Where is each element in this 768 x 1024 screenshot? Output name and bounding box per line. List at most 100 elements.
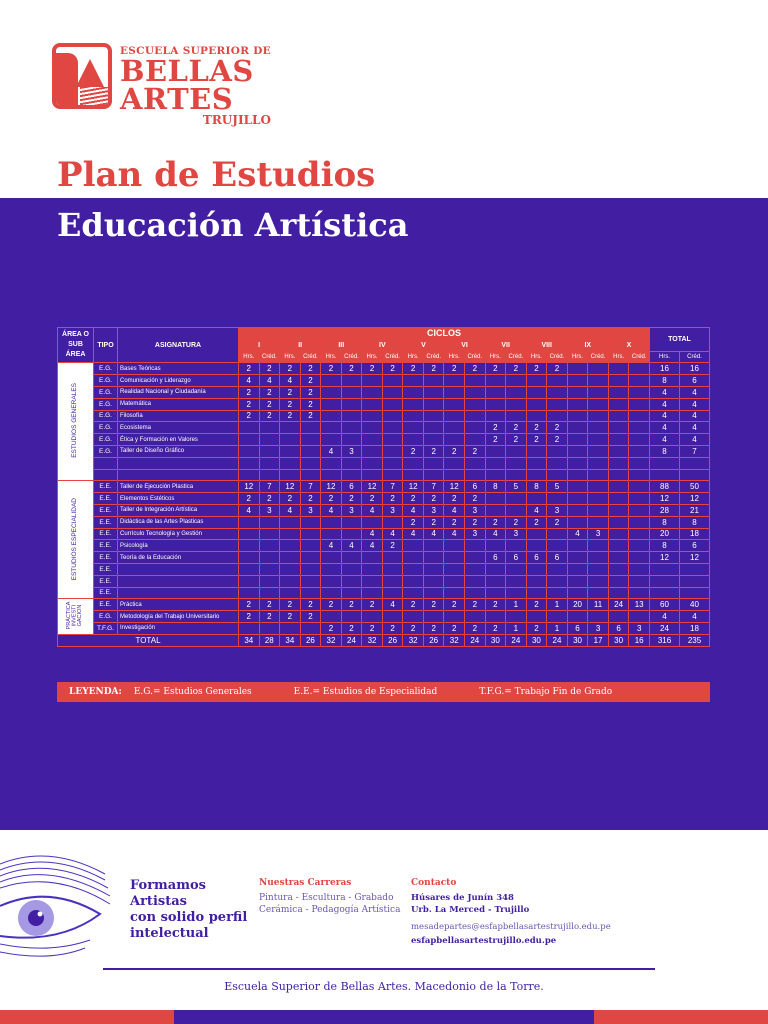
cell-value: 2 bbox=[422, 515, 445, 529]
main-panel: Educación Artística ÁREA O SUB ÁREA TIPO A… bbox=[0, 198, 768, 830]
cell-value bbox=[628, 433, 650, 446]
header-cycle: IX bbox=[566, 338, 609, 352]
cell-value: 2 bbox=[525, 515, 548, 529]
cell-value bbox=[464, 409, 486, 423]
cell-value: 3 bbox=[587, 527, 609, 541]
header-hrs: Hrs. bbox=[566, 350, 589, 364]
header-hrs: Hrs. bbox=[525, 350, 548, 364]
area-estudios-especialidad: ESTUDIOS ESPECIALIDAD bbox=[57, 480, 94, 600]
cell-value bbox=[546, 610, 568, 623]
cell-tipo: E.G. bbox=[93, 374, 118, 387]
header-hrs: Hrs. bbox=[484, 350, 507, 364]
cell-value: 2 bbox=[299, 397, 322, 411]
cell-value bbox=[607, 539, 630, 553]
header-cred: Créd. bbox=[258, 350, 281, 364]
cell-value bbox=[402, 421, 424, 435]
cell-value bbox=[381, 385, 404, 399]
cell-value: 2 bbox=[320, 492, 342, 505]
header-tipo: TIPO bbox=[93, 326, 118, 364]
cell-total-cred: 18 bbox=[679, 527, 710, 541]
cell-value: 2 bbox=[299, 385, 322, 399]
cell-value bbox=[587, 503, 609, 517]
cell-value bbox=[361, 551, 383, 564]
cell-value bbox=[566, 409, 589, 423]
cell-total-cred: 4 bbox=[679, 421, 710, 435]
cell-value bbox=[566, 362, 589, 376]
cell-value bbox=[402, 397, 424, 411]
total-value: 24 bbox=[464, 633, 486, 647]
school-logo: ESCUELA SUPERIOR DE BELLAS ARTES TRUJILL… bbox=[52, 43, 271, 127]
cell-value bbox=[484, 492, 507, 505]
cell-value bbox=[566, 421, 589, 435]
cell-value bbox=[320, 574, 342, 588]
cell-value bbox=[443, 421, 466, 435]
cell-asignatura: Ecosistema bbox=[117, 421, 239, 435]
cell-value: 2 bbox=[505, 362, 527, 376]
cell-asignatura: Metodología del Trabajo Universitario bbox=[117, 610, 239, 623]
cell-value: 2 bbox=[279, 409, 301, 423]
cell-value bbox=[566, 515, 589, 529]
total-value: 24 bbox=[340, 633, 363, 647]
cell-value bbox=[422, 610, 445, 623]
table-row: E.E. Psicología 4 4 4 2 8 6 bbox=[58, 539, 710, 553]
cell-value bbox=[505, 539, 527, 553]
cell-value bbox=[587, 374, 609, 387]
cell-value bbox=[525, 385, 548, 399]
cell-value: 4 bbox=[566, 527, 589, 541]
cell-value bbox=[361, 586, 383, 600]
cell-value bbox=[566, 574, 589, 588]
cell-value bbox=[361, 515, 383, 529]
cell-value bbox=[443, 385, 466, 399]
header-cred: Créd. bbox=[464, 350, 486, 364]
cell-value bbox=[484, 456, 507, 470]
cell-asignatura: Teoría de la Educación bbox=[117, 551, 239, 564]
cell-value: 2 bbox=[238, 610, 260, 623]
legend-item-ee: E.E.= Estudios de Especialidad bbox=[293, 687, 438, 697]
cell-total-hrs: 8 bbox=[649, 374, 680, 387]
cell-value bbox=[320, 385, 342, 399]
cell-value: 2 bbox=[422, 492, 445, 505]
cell-value bbox=[299, 574, 322, 588]
cell-value: 4 bbox=[320, 444, 342, 458]
cell-tipo: E.G. bbox=[93, 385, 118, 399]
cell-value bbox=[320, 397, 342, 411]
cell-value: 2 bbox=[381, 539, 404, 553]
cell-value bbox=[607, 421, 630, 435]
table-row: E.E. bbox=[58, 586, 710, 600]
cell-value: 1 bbox=[546, 621, 568, 635]
cell-value: 2 bbox=[340, 492, 363, 505]
table-row: E.E. Elementos Estéticos 2 2 2 2 2 2 2 2 2 2 2 2 12 12 bbox=[58, 492, 710, 505]
cell-value bbox=[607, 574, 630, 588]
cell-value bbox=[422, 433, 445, 446]
cell-value bbox=[546, 574, 568, 588]
cell-asignatura bbox=[117, 586, 239, 600]
cell-value bbox=[484, 610, 507, 623]
cell-value: 4 bbox=[361, 527, 383, 541]
cell-value: 2 bbox=[402, 515, 424, 529]
email-link[interactable]: mesadepartes@esfapbellasartestrujillo.ed… bbox=[411, 922, 611, 932]
cell-value bbox=[607, 480, 630, 494]
cell-value bbox=[340, 374, 363, 387]
cell-tipo: E.E. bbox=[93, 551, 118, 564]
cell-value bbox=[258, 586, 281, 600]
cell-value: 11 bbox=[587, 598, 609, 612]
logo-line-4: TRUJILLO bbox=[202, 113, 271, 127]
page-subtitle: Educación Artística bbox=[57, 206, 409, 244]
cell-value: 2 bbox=[484, 421, 507, 435]
cell-total-hrs: 8 bbox=[649, 515, 680, 529]
cell-value: 3 bbox=[340, 503, 363, 517]
cell-value bbox=[628, 409, 650, 423]
cell-value bbox=[238, 574, 260, 588]
cell-total-hrs: 88 bbox=[649, 480, 680, 494]
cell-value bbox=[484, 444, 507, 458]
website-link[interactable]: esfapbellasartestrujillo.edu.pe bbox=[411, 936, 557, 946]
cell-value bbox=[607, 362, 630, 376]
cell-value bbox=[381, 397, 404, 411]
cell-value bbox=[587, 539, 609, 553]
address-line-2: Urb. La Merced - Trujillo bbox=[411, 905, 530, 915]
cell-asignatura: Taller de Ejecución Plastica bbox=[117, 480, 239, 494]
cell-value bbox=[361, 374, 383, 387]
total-value: 32 bbox=[443, 633, 466, 647]
cell-value bbox=[607, 409, 630, 423]
total-value: 30 bbox=[525, 633, 548, 647]
